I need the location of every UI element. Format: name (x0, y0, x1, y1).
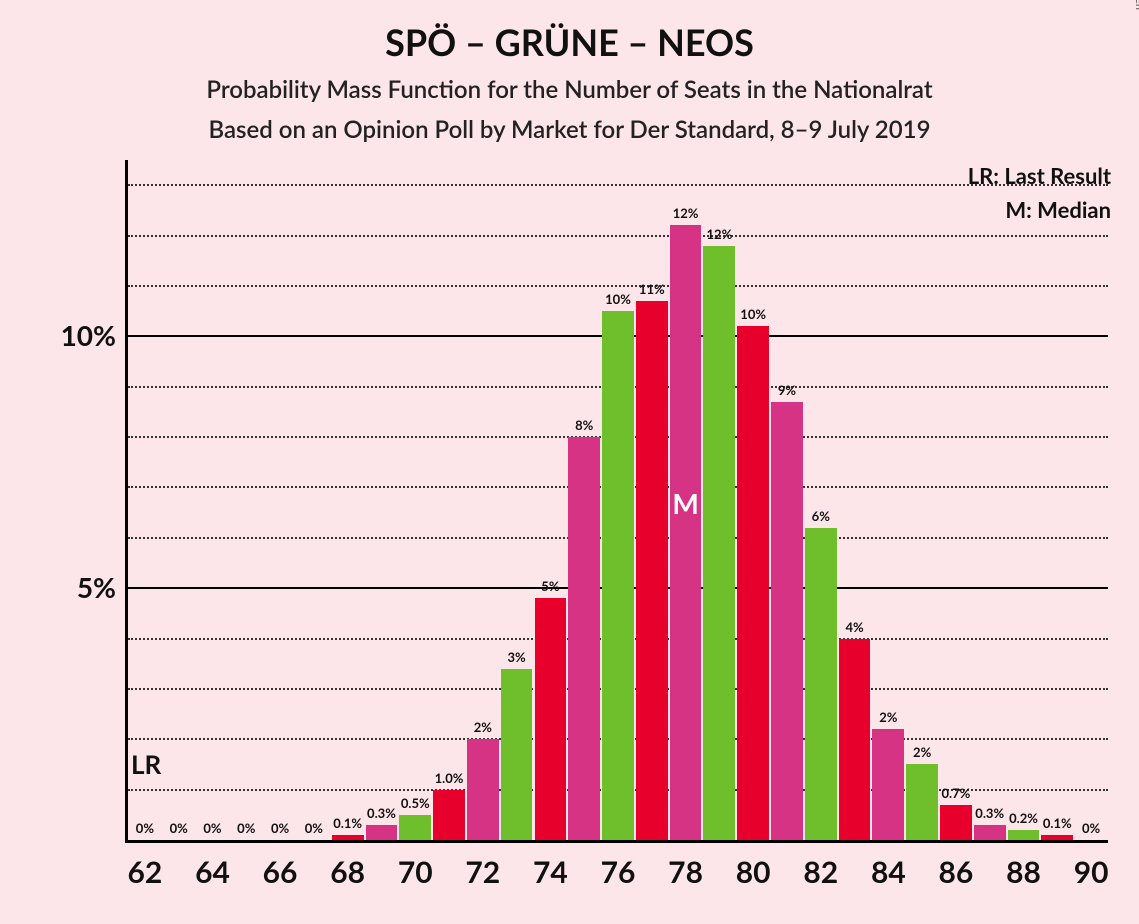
bar (805, 528, 837, 840)
x-tick-label: 86 (926, 854, 986, 890)
x-tick-label: 64 (182, 854, 242, 890)
bar-value-label: 10% (605, 291, 631, 307)
bar (940, 805, 972, 840)
bar (839, 639, 871, 840)
x-tick-label: 78 (656, 854, 716, 890)
bar-value-label: 0% (170, 820, 188, 836)
bar-value-label: 0.5% (401, 795, 430, 811)
bar (737, 326, 769, 840)
bar (433, 790, 465, 840)
bar-value-label: 12% (673, 205, 699, 221)
bar-value-label: 6% (812, 508, 830, 524)
bar-value-label: 0% (305, 820, 323, 836)
bar-value-label: 12% (707, 226, 733, 242)
bar (670, 225, 702, 840)
bar-value-label: 3% (508, 649, 526, 665)
x-tick-label: 84 (858, 854, 918, 890)
bar-value-label: 1.0% (435, 770, 464, 786)
bar-value-label: 2% (913, 744, 931, 760)
bar-value-label: 0% (136, 820, 154, 836)
bar (872, 729, 904, 840)
x-tick-label: 66 (250, 854, 310, 890)
chart-canvas: SPÖ – GRÜNE – NEOS Probability Mass Funct… (0, 0, 1139, 924)
bar (501, 669, 533, 840)
bar (399, 815, 431, 840)
bar (602, 311, 634, 840)
chart-subtitle-2: Based on an Opinion Poll by Market for D… (0, 115, 1139, 144)
gridline-minor (128, 235, 1108, 237)
bar-value-label: 2% (474, 719, 492, 735)
chart-subtitle-1: Probability Mass Function for the Number… (0, 75, 1139, 104)
bar (636, 301, 668, 840)
x-tick-label: 72 (453, 854, 513, 890)
copyright-label: © 2019 Filip van Laenen (1133, 0, 1139, 10)
bar (568, 437, 600, 840)
bar-value-label: 8% (575, 417, 593, 433)
y-tick-label: 5% (26, 570, 116, 604)
bar (703, 246, 735, 840)
bar-value-label: 10% (740, 306, 766, 322)
x-tick-label: 76 (588, 854, 648, 890)
bar-value-label: 0.2% (1009, 810, 1038, 826)
bar-value-label: 9% (778, 382, 796, 398)
bar-value-label: 0% (237, 820, 255, 836)
x-tick-label: 82 (791, 854, 851, 890)
x-tick-label: 80 (723, 854, 783, 890)
median-marker: M (672, 486, 698, 520)
bar (771, 402, 803, 840)
bar-value-label: 0% (1082, 820, 1100, 836)
bar-value-label: 0.7% (942, 785, 971, 801)
x-axis-line (125, 840, 1108, 843)
gridline-minor (128, 184, 1108, 186)
x-tick-label: 90 (1061, 854, 1121, 890)
y-axis-line (125, 160, 128, 843)
chart-title: SPÖ – GRÜNE – NEOS (0, 20, 1139, 64)
bar-value-label: 0% (271, 820, 289, 836)
last-result-marker: LR (131, 748, 161, 780)
x-tick-label: 68 (318, 854, 378, 890)
x-tick-label: 62 (115, 854, 175, 890)
bar-value-label: 0% (203, 820, 221, 836)
x-tick-label: 74 (520, 854, 580, 890)
bar (1008, 830, 1040, 840)
bar-value-label: 11% (639, 281, 665, 297)
bar (535, 598, 567, 840)
bar-value-label: 0.3% (975, 805, 1004, 821)
plot-area: 0% 0% 0% 0% 0% 0% 0.1% 0.3% 0.5% 1.0% 2% 3% 5% 8% 10% 1… (128, 160, 1108, 840)
bar-value-label: 0.3% (367, 805, 396, 821)
x-tick-label: 88 (994, 854, 1054, 890)
x-tick-label: 70 (385, 854, 445, 890)
bar-value-label: 2% (879, 709, 897, 725)
bar (366, 825, 398, 840)
bar-value-label: 0.1% (1043, 815, 1072, 831)
y-tick-label: 10% (26, 318, 116, 352)
bar-value-label: 0.1% (333, 815, 362, 831)
gridline-minor (128, 285, 1108, 287)
bar (906, 764, 938, 840)
bar (974, 825, 1006, 840)
bar-value-label: 4% (845, 619, 863, 635)
bar (467, 739, 499, 840)
bar-value-label: 5% (541, 578, 559, 594)
